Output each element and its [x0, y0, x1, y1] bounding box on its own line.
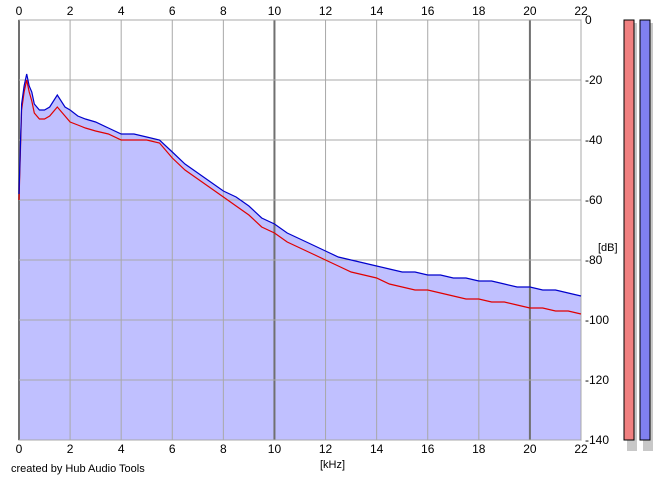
x-tick-label-top: 14: [370, 4, 384, 18]
x-tick-label-top: 10: [268, 4, 282, 18]
level-meter-left: [623, 19, 635, 441]
y-tick-label: 0: [585, 13, 592, 27]
y-tick-label: -60: [585, 193, 603, 207]
y-tick-label: -20: [585, 73, 603, 87]
series-line-blue: [18, 73, 582, 297]
x-tick-label-bottom: 6: [169, 442, 176, 456]
x-tick-label-bottom: 20: [523, 442, 537, 456]
x-tick-label-top: 6: [169, 4, 176, 18]
x-tick-label-bottom: 4: [118, 442, 125, 456]
y-axis-ticks: 0 -20 -40 -60 -80 -100 -120 -140: [585, 13, 609, 447]
spectrum-fill: [19, 74, 581, 440]
y-tick-label: -120: [585, 373, 609, 387]
spectrum-fill-area: [19, 74, 581, 440]
x-tick-label-top: 16: [421, 4, 435, 18]
x-tick-label-bottom: 22: [574, 442, 588, 456]
credit-text: created by Hub Audio Tools: [11, 463, 145, 475]
x-tick-label-bottom: 12: [319, 442, 333, 456]
x-tick-label-top: 20: [523, 4, 537, 18]
x-tick-label-bottom: 18: [472, 442, 486, 456]
x-tick-label-top: 12: [319, 4, 333, 18]
x-tick-label-bottom: 8: [220, 442, 227, 456]
x-tick-label-top: 18: [472, 4, 486, 18]
y-tick-label: -80: [585, 253, 603, 267]
level-meter-right: [639, 19, 651, 441]
x-tick-label-top: 8: [220, 4, 227, 18]
series-layer: [18, 73, 582, 315]
x-tick-label-top: 2: [67, 4, 74, 18]
x-tick-label-bottom: 0: [16, 442, 23, 456]
y-tick-label: -140: [585, 433, 609, 447]
x-tick-label-bottom: 10: [268, 442, 282, 456]
x-tick-label-top: 4: [118, 4, 125, 18]
x-tick-label-bottom: 16: [421, 442, 435, 456]
x-tick-label-top: 22: [574, 4, 588, 18]
level-meters: [623, 19, 653, 451]
x-tick-label-bottom: 14: [370, 442, 384, 456]
series-line-red: [18, 79, 582, 315]
gridlines: [18, 19, 582, 441]
x-tick-label-bottom: 2: [67, 442, 74, 456]
y-axis-label: [dB]: [598, 242, 618, 254]
x-axis-label: [kHz]: [320, 459, 345, 471]
x-tick-label-top: 0: [16, 4, 23, 18]
y-tick-label: -40: [585, 133, 603, 147]
y-tick-label: -100: [585, 313, 609, 327]
